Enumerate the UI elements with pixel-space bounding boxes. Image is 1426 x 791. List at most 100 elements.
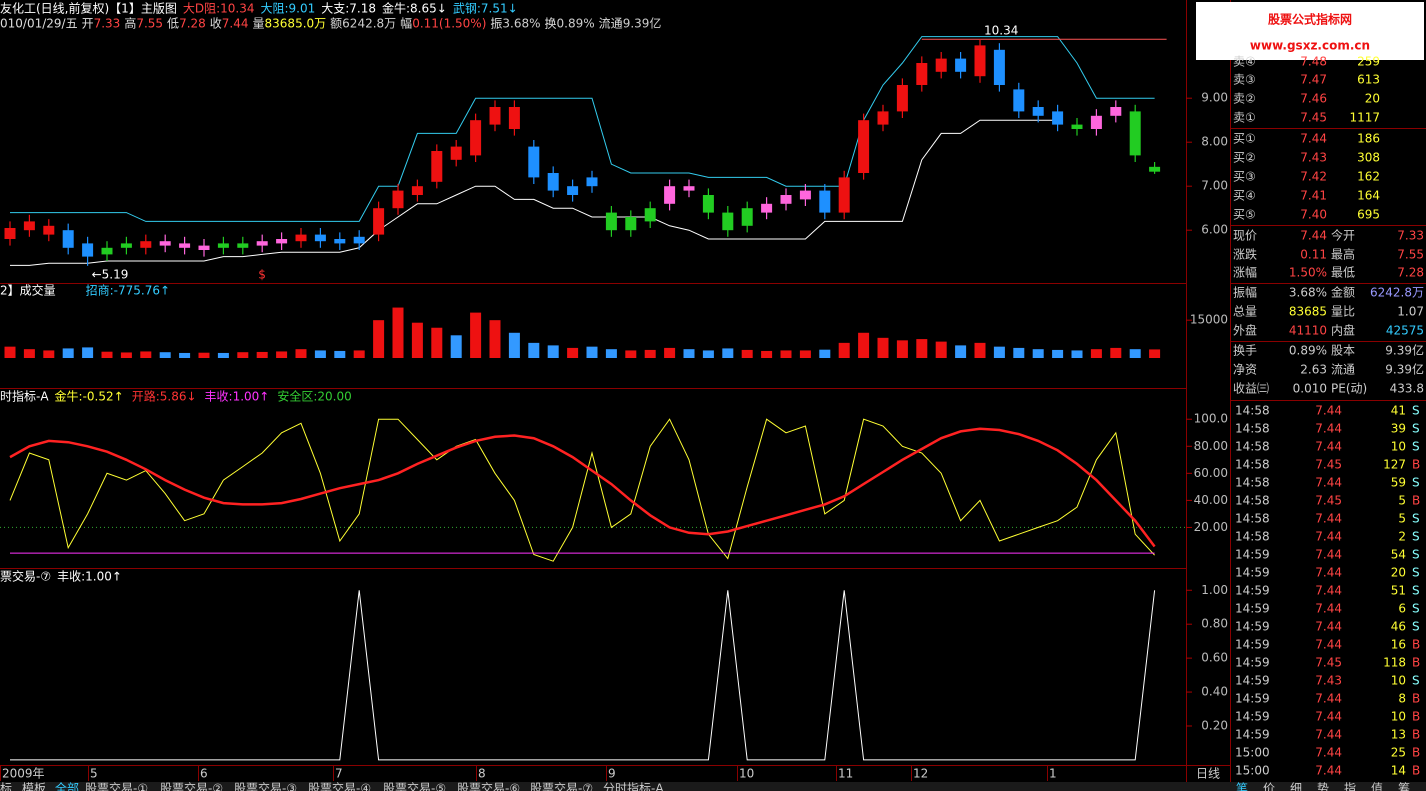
x-tick-label: 9 (608, 767, 616, 781)
candle-body (159, 241, 171, 246)
quote-value: 7.28 (1397, 266, 1424, 280)
volume-bar (799, 350, 811, 358)
book-label: 买⑤ (1233, 208, 1256, 222)
candle-body (935, 58, 947, 72)
trade-price: 7.44 (1315, 566, 1342, 580)
trade-side: S (1412, 476, 1420, 490)
panel-title: 票交易-⑦ (0, 569, 51, 584)
tab-bar (0, 782, 1426, 791)
volume-bar (237, 352, 249, 358)
book-volume: 259 (1357, 55, 1380, 69)
quote-value: 6242.8万 (1370, 286, 1424, 300)
volume-bar (179, 352, 191, 358)
header-item: 金牛:8.65↓ (382, 1, 447, 16)
side-tab[interactable]: 势 (1317, 782, 1329, 791)
tab[interactable]: 全部 (55, 781, 79, 791)
trade-side: S (1412, 548, 1420, 562)
side-tab[interactable]: 筹 (1398, 782, 1410, 791)
tab[interactable]: 股票交易-⑦ (530, 781, 593, 791)
volume-bar (314, 350, 326, 358)
volume-bar (470, 312, 482, 358)
quote-label: 涨幅 (1233, 265, 1257, 280)
tab[interactable]: 股票交易-④ (308, 781, 371, 791)
quote-label: 涨跌 (1233, 247, 1257, 262)
quote-value: 7.55 (1397, 248, 1424, 262)
book-price: 7.47 (1300, 73, 1327, 87)
quote-value: 1.50% (1289, 266, 1327, 280)
side-tab[interactable]: 指 (1344, 781, 1356, 791)
header-label: 幅 (400, 16, 412, 31)
trade-price: 7.44 (1315, 764, 1342, 778)
side-tab[interactable]: 价 (1263, 782, 1275, 791)
side-tab[interactable]: 笔 (1236, 781, 1248, 791)
candle-body (450, 146, 462, 160)
y-tick-label: 15000 (1190, 313, 1228, 327)
trade-price: 7.44 (1315, 710, 1342, 724)
candle-body (140, 241, 152, 248)
trade-side: B (1412, 692, 1420, 706)
candle-body (955, 58, 967, 72)
book-label: 买② (1233, 151, 1256, 165)
volume-bar (1129, 349, 1141, 358)
book-volume: 186 (1357, 132, 1380, 146)
header-label: 量 (253, 17, 265, 31)
volume-bar (256, 351, 268, 358)
volume-bar (955, 345, 967, 358)
quote-label: 最低 (1331, 266, 1355, 280)
quote-value: 2.63 (1300, 363, 1327, 377)
trade-volume: 118 (1383, 656, 1406, 670)
volume-bar (547, 345, 559, 358)
candle-body (780, 195, 792, 204)
trade-volume: 13 (1391, 728, 1406, 742)
x-tick-label: 10 (739, 767, 754, 781)
candle-body (1013, 89, 1025, 112)
volume-bar (974, 342, 986, 358)
quote-label: 收益㈢ (1233, 382, 1269, 396)
tab[interactable]: 标 (0, 782, 12, 791)
quote-label: 量比 (1331, 305, 1355, 319)
tab[interactable]: 股票交易-② (160, 781, 223, 791)
book-price: 7.46 (1300, 92, 1327, 106)
trade-time: 15:00 (1235, 746, 1270, 760)
trade-side: S (1412, 584, 1420, 598)
book-label: 卖② (1233, 92, 1256, 106)
candle-body (392, 190, 404, 209)
volume-bar (140, 351, 152, 358)
tab[interactable]: 分时指标-A (603, 781, 664, 791)
trade-price: 7.44 (1315, 620, 1342, 634)
side-tab[interactable]: 值 (1371, 781, 1383, 791)
volume-bar (4, 346, 16, 358)
tab[interactable]: 股票交易-⑤ (383, 781, 446, 791)
trade-side: B (1412, 494, 1420, 508)
legend-item: 丰收:1.00↑ (205, 390, 270, 404)
trade-side: B (1412, 746, 1420, 760)
volume-bar (1149, 349, 1161, 358)
volume-bar (392, 307, 404, 358)
trade-side: B (1412, 728, 1420, 742)
watermark-title: 股票公式指标网 (1268, 12, 1352, 27)
legend-item: 丰收:1.00↑ (57, 570, 122, 584)
volume-bar (1052, 349, 1064, 358)
trade-time: 14:59 (1235, 638, 1270, 652)
tab[interactable]: 股票交易-⑥ (457, 781, 520, 791)
volume-bar (838, 342, 850, 358)
tab[interactable]: 股票交易-③ (234, 781, 297, 791)
side-tab[interactable]: 细 (1290, 782, 1302, 791)
watermark-box (1196, 2, 1424, 60)
volume-bar (508, 332, 520, 358)
volume-bar (858, 332, 870, 358)
trade-time: 14:59 (1235, 728, 1270, 742)
quote-value: 9.39亿 (1385, 343, 1424, 358)
tab[interactable]: 股票交易-① (85, 781, 148, 791)
tab[interactable]: 模板 (22, 782, 46, 791)
trade-price: 7.44 (1315, 422, 1342, 436)
candle-body (373, 208, 385, 235)
book-volume: 695 (1357, 208, 1380, 222)
volume-bar (450, 335, 462, 358)
y-tick-label: 0.60 (1201, 651, 1228, 665)
candle-body (295, 234, 307, 242)
book-price: 7.40 (1300, 208, 1327, 222)
header-label: 高 (124, 16, 136, 31)
